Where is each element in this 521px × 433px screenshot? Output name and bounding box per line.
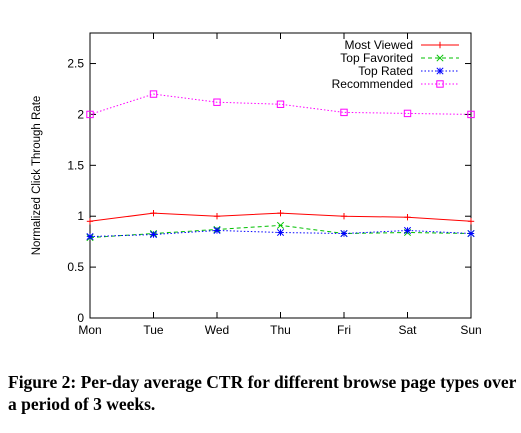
data-point <box>213 213 221 220</box>
y-axis-label: Normalized Click Through Rate <box>31 96 43 256</box>
data-point <box>150 209 157 217</box>
legend-marker <box>436 41 444 49</box>
series-2 <box>86 226 475 241</box>
data-point <box>404 214 411 221</box>
x-tick-label: Wed <box>205 323 229 337</box>
data-point <box>467 110 475 119</box>
x-tick-label: Thu <box>270 323 291 337</box>
data-point <box>213 98 221 106</box>
line-chart: 0 0.5 1 1.5 2 2.5 Mon Tue Wed Thu Fri Sat Sun Norma… <box>31 32 482 337</box>
y-axis: 0 0.5 1 1.5 2 2.5 <box>67 57 471 325</box>
legend-entry: Top Favorited <box>340 51 459 65</box>
legend-label: Top Favorited <box>340 51 413 65</box>
series-layer <box>86 90 475 242</box>
data-point <box>340 229 348 238</box>
legend-marker <box>436 54 444 62</box>
x-tick-label: Fri <box>337 323 351 337</box>
data-point <box>340 213 348 220</box>
data-point <box>86 218 94 225</box>
series-line <box>89 93 472 115</box>
y-tick-label: 1.5 <box>67 158 84 172</box>
data-point <box>149 230 158 239</box>
data-point <box>86 110 94 119</box>
y-tick-label: 2.5 <box>67 57 84 71</box>
figure-caption: Figure 2: Per-day average CTR for differ… <box>8 372 517 414</box>
data-point <box>277 209 284 217</box>
y-tick-label: 2 <box>77 107 84 121</box>
data-point <box>149 90 158 98</box>
y-tick-label: 0 <box>77 311 84 325</box>
legend-label: Most Viewed <box>345 38 413 52</box>
data-point <box>213 226 221 235</box>
legend-entry: Recommended <box>332 77 459 91</box>
legend-label: Top Rated <box>358 64 413 78</box>
plot-frame <box>89 32 472 319</box>
data-point <box>403 109 412 118</box>
x-tick-label: Mon <box>78 323 101 337</box>
x-tick-label: Tue <box>143 323 164 337</box>
data-point <box>467 229 475 238</box>
x-axis: Mon Tue Wed Thu Fri Sat Sun <box>78 33 482 337</box>
series-0 <box>86 209 475 225</box>
data-point <box>340 108 348 117</box>
legend-entry: Most Viewed <box>345 38 459 52</box>
series-3 <box>86 90 475 119</box>
legend-marker <box>436 80 444 88</box>
x-tick-label: Sat <box>398 323 417 337</box>
data-point <box>86 233 94 241</box>
legend-marker <box>436 67 444 75</box>
x-tick-label: Sun <box>460 323 481 337</box>
data-point <box>276 221 285 229</box>
y-tick-label: 1 <box>77 209 84 223</box>
legend-label: Recommended <box>332 77 413 91</box>
data-point <box>467 218 475 225</box>
data-point <box>403 226 412 235</box>
legend-entry: Top Rated <box>358 64 459 78</box>
data-point <box>276 100 285 108</box>
data-point <box>276 228 285 237</box>
y-tick-label: 0.5 <box>67 260 84 274</box>
